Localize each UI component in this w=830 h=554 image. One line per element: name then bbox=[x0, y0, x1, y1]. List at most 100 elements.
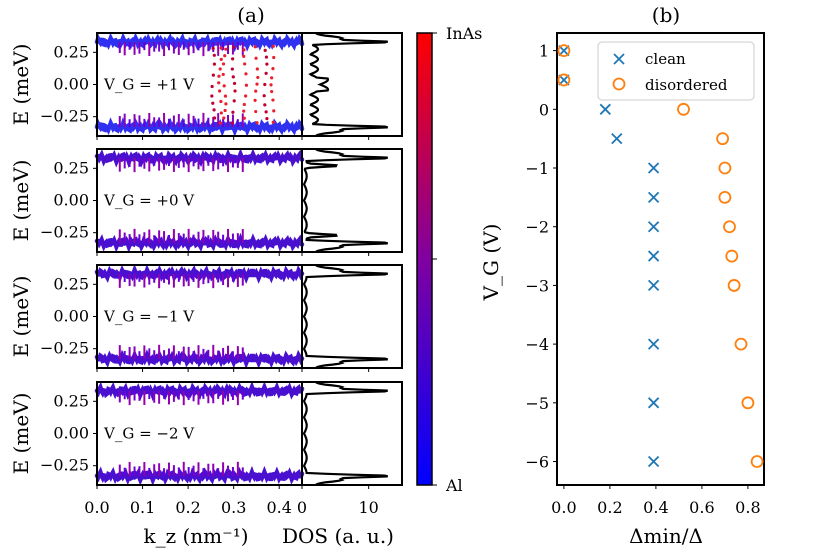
clean-marker bbox=[599, 103, 611, 115]
in-gap-state bbox=[262, 94, 266, 98]
in-gap-state bbox=[263, 48, 267, 52]
legend-clean-label: clean bbox=[645, 50, 686, 68]
x-tick-label: 0.1 bbox=[130, 498, 155, 517]
legend-clean-marker bbox=[613, 53, 625, 65]
subpanel-vg-0: 0.25 0.00 −0.25 E (meV) V_G = +0 V bbox=[9, 147, 403, 256]
panel-a-title: (a) bbox=[237, 3, 265, 27]
in-gap-state bbox=[269, 83, 273, 87]
in-gap-state bbox=[219, 57, 223, 62]
disordered-marker bbox=[718, 161, 732, 175]
x-tick-label: 0.3 bbox=[221, 498, 246, 517]
y-tick-label: −0.25 bbox=[40, 223, 89, 242]
in-gap-state bbox=[218, 67, 222, 71]
subpanel-vg-plus1: 0.25 0.00 −0.25 E (meV) V_G = +1 V bbox=[9, 32, 403, 140]
dos-frame bbox=[301, 148, 403, 253]
panel-b: 0.0 0.2 0.4 0.6 0.8 1 0 −1 −2 −3 −4 −5 −6 clean disord… bbox=[525, 32, 765, 517]
clean-marker-stroke bbox=[647, 338, 660, 350]
clean-marker bbox=[647, 162, 660, 174]
x-tick-label: 0.2 bbox=[175, 498, 200, 517]
in-gap-state bbox=[270, 89, 274, 94]
clean-marker-stroke bbox=[647, 221, 660, 233]
in-gap-state bbox=[219, 111, 223, 115]
b-y-tick-label: −3 bbox=[525, 276, 549, 295]
b-y-tick-label: 1 bbox=[539, 42, 549, 61]
in-gap-state bbox=[224, 102, 228, 106]
in-gap-state bbox=[272, 109, 276, 113]
colorbar-gradient bbox=[416, 32, 433, 486]
in-gap-state bbox=[222, 116, 226, 120]
in-gap-state bbox=[218, 89, 222, 93]
in-gap-state bbox=[254, 109, 258, 114]
in-gap-state bbox=[264, 71, 268, 75]
subpanel-vg-minus1: 0.25 0.00 −0.25 E (meV) V_G = −1 V bbox=[9, 264, 403, 372]
in-gap-state bbox=[255, 82, 259, 86]
in-gap-state bbox=[242, 102, 246, 107]
panel-b-frame bbox=[556, 32, 765, 486]
x-tick-label: 0.0 bbox=[84, 498, 109, 517]
in-gap-state bbox=[263, 103, 267, 107]
clean-marker bbox=[647, 338, 660, 350]
in-gap-state bbox=[264, 110, 268, 114]
in-gap-state bbox=[244, 83, 249, 87]
y-tick-label: 0.25 bbox=[53, 158, 89, 177]
disordered-marker bbox=[557, 73, 571, 87]
in-gap-state bbox=[244, 72, 248, 76]
y-tick-label: 0.00 bbox=[53, 75, 89, 94]
in-gap-state bbox=[253, 45, 257, 49]
dos-curve bbox=[302, 264, 389, 369]
clean-marker bbox=[647, 279, 660, 292]
b-x-tick-label: 0.4 bbox=[643, 498, 668, 517]
in-gap-state bbox=[271, 120, 275, 124]
y-tick-label: −0.25 bbox=[40, 339, 89, 358]
in-gap-state bbox=[244, 94, 248, 98]
in-gap-state bbox=[255, 67, 259, 71]
dos-frame bbox=[301, 264, 403, 369]
x-tick-label: 0.4 bbox=[266, 498, 291, 517]
in-gap-state bbox=[219, 46, 223, 50]
in-gap-state bbox=[256, 75, 260, 80]
gate-label: V_G = −1 V bbox=[103, 308, 195, 326]
subpanel-vg-minus2: 0.25 0.00 −0.25 E (meV) V_G = −2 V bbox=[9, 380, 403, 489]
in-gap-state bbox=[233, 89, 237, 93]
y-tick-label: 0.00 bbox=[53, 307, 89, 326]
in-gap-state bbox=[254, 89, 258, 93]
clean-marker-stroke bbox=[647, 191, 660, 204]
colorbar: InAs Al bbox=[416, 24, 482, 495]
in-gap-state bbox=[231, 110, 235, 114]
b-x-tick-label: 0.2 bbox=[597, 498, 622, 517]
clean-marker-stroke bbox=[647, 279, 660, 292]
y-tick-label: −0.25 bbox=[40, 456, 89, 475]
in-gap-state bbox=[242, 109, 246, 113]
in-gap-state bbox=[211, 46, 215, 51]
in-gap-state bbox=[232, 99, 236, 103]
band-edge-upper bbox=[94, 264, 305, 284]
in-gap-state bbox=[271, 98, 275, 102]
disordered-marker bbox=[727, 279, 741, 292]
band-edge-lower bbox=[94, 349, 305, 370]
b-y-tick-label: −6 bbox=[525, 453, 549, 472]
band-edge-upper bbox=[94, 380, 305, 402]
b-y-tick-label: 0 bbox=[539, 100, 549, 119]
in-gap-state bbox=[230, 121, 234, 125]
in-gap-state bbox=[210, 84, 214, 89]
dos-xlabel: DOS (a. u.) bbox=[282, 524, 394, 548]
in-gap-state bbox=[242, 116, 246, 120]
legend: clean disordered bbox=[597, 41, 755, 101]
dos-curve bbox=[302, 148, 389, 253]
clean-marker bbox=[647, 250, 660, 262]
band-edge-upper bbox=[94, 32, 305, 53]
in-gap-state bbox=[255, 121, 259, 125]
colorbar-bottom-label: Al bbox=[445, 476, 463, 495]
y-tick-label: 0.25 bbox=[53, 42, 89, 61]
in-gap-state bbox=[217, 81, 221, 85]
band-edge-upper bbox=[94, 147, 305, 168]
bands-ylabel: E (meV) bbox=[9, 44, 33, 126]
colorbar-top-label: InAs bbox=[446, 24, 482, 43]
legend-box bbox=[597, 41, 755, 101]
clean-marker-stroke bbox=[611, 133, 623, 145]
bands-xlabel: k_z (nm⁻¹) bbox=[143, 524, 248, 548]
in-gap-state bbox=[271, 67, 275, 71]
disordered-marker bbox=[734, 337, 748, 351]
in-gap-state bbox=[230, 67, 234, 71]
in-gap-state bbox=[221, 72, 225, 77]
